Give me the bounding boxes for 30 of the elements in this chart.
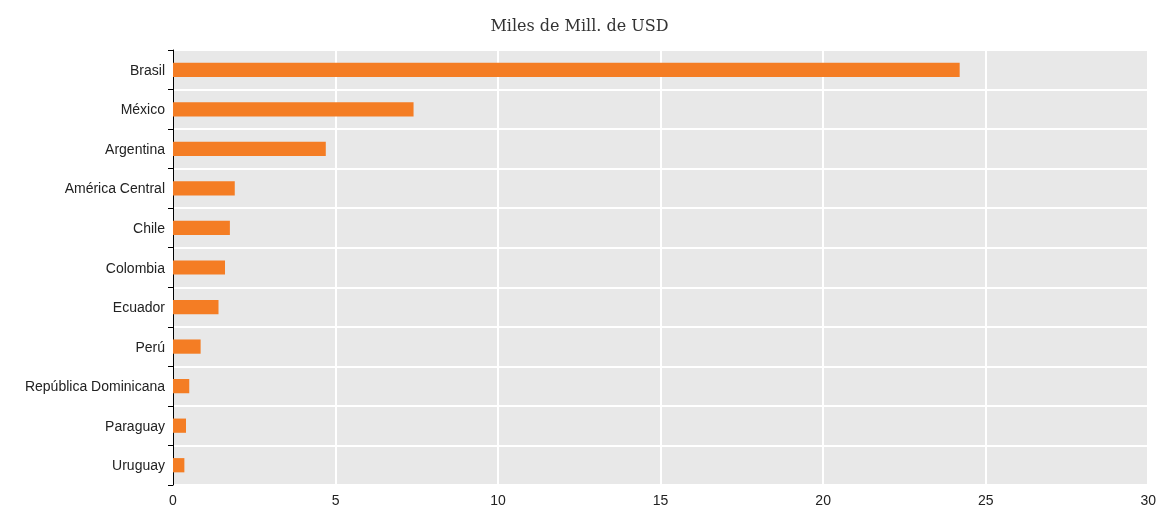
x-tick-label: 0	[169, 492, 178, 508]
y-tick-label: Ecuador	[112, 299, 166, 316]
bar	[173, 339, 201, 354]
y-tick-label: América Central	[64, 180, 165, 197]
bar	[173, 220, 230, 236]
y-tick-label: Argentina	[105, 140, 166, 157]
bar	[173, 102, 414, 117]
x-tick-label: 5	[331, 492, 340, 508]
y-tick-label: Uruguay	[112, 457, 165, 474]
bar	[173, 458, 185, 473]
bar	[173, 260, 226, 275]
y-tick-label: Chile	[133, 219, 166, 236]
bar	[173, 418, 186, 433]
x-tick-label: 30	[1140, 492, 1157, 508]
y-tick-label: República Dominicana	[24, 378, 166, 395]
y-tick-label: Colombia	[105, 259, 166, 276]
x-tick-label: 15	[652, 492, 669, 508]
x-tick-label: 25	[977, 492, 994, 508]
y-tick-label: Brasil	[129, 61, 165, 78]
bar	[173, 379, 190, 394]
bar	[173, 181, 235, 196]
y-tick-label: Paraguay	[105, 417, 165, 434]
x-tick-label: 10	[490, 492, 507, 508]
bar	[173, 141, 326, 156]
bar	[173, 62, 960, 77]
x-tick-label: 20	[815, 492, 832, 508]
chart-title: Miles de Mill. de USD	[490, 15, 669, 35]
y-tick-label: Perú	[135, 338, 165, 355]
bar	[173, 299, 219, 315]
y-tick-label: México	[120, 101, 166, 118]
